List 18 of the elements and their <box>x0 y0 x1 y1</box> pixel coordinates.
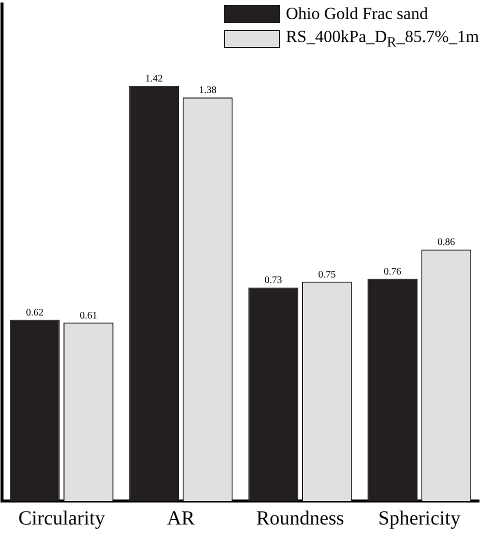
bar <box>10 320 60 501</box>
bar <box>248 288 298 501</box>
x-tick-label: Roundness <box>256 507 344 530</box>
x-tick-label: Sphericity <box>378 507 460 530</box>
data-label: 0.86 <box>437 237 455 248</box>
data-label: 1.38 <box>198 85 216 96</box>
data-label: 0.76 <box>384 266 402 278</box>
data-label: 0.75 <box>318 269 336 280</box>
legend-label: RS_400kPa_D$_{R}$_85.7%_1m <box>286 27 479 52</box>
legend-label: Ohio Gold Frac sand <box>286 4 428 24</box>
bar <box>129 86 179 501</box>
bar <box>368 278 418 501</box>
x-tick-label: Circularity <box>18 507 105 530</box>
x-tick-label: AR <box>166 507 196 530</box>
data-label: 0.73 <box>264 275 282 286</box>
data-label: 0.62 <box>26 307 44 318</box>
data-label: 0.61 <box>80 310 98 322</box>
data-label: 1.42 <box>145 73 163 84</box>
